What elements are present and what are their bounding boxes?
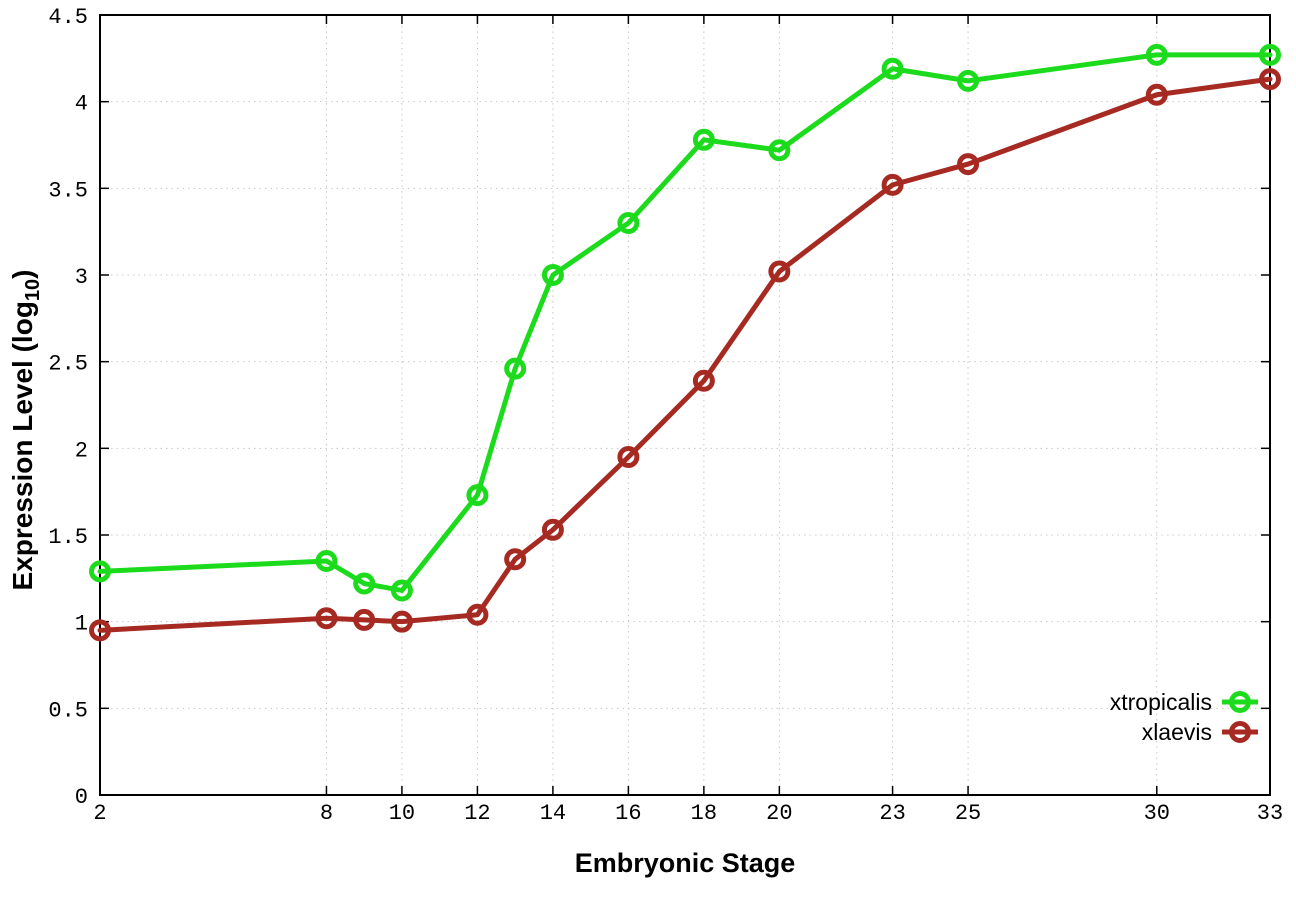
data-point-xlaevis-23 [881, 173, 904, 196]
x-tick-label: 18 [691, 801, 717, 826]
plot-border [99, 14, 1271, 796]
y-tick-label: 2 [75, 438, 88, 463]
series-xtropicalis [89, 43, 1281, 602]
y-tick-label: 3.5 [48, 178, 88, 203]
data-point-xlaevis-33 [1259, 68, 1281, 91]
data-point-xtropicalis-30 [1145, 43, 1168, 66]
y-tick-label: 4.5 [48, 5, 88, 30]
y-tick-label: 3 [75, 265, 88, 290]
data-point-xtropicalis-10 [390, 579, 413, 602]
data-point-xtropicalis-2 [89, 560, 111, 583]
data-point-xlaevis-14 [541, 518, 564, 541]
y-tick-label: 0.5 [48, 698, 88, 723]
data-point-xtropicalis-25 [957, 69, 980, 92]
x-tick-label: 30 [1144, 801, 1170, 826]
data-point-xlaevis-16 [617, 446, 640, 468]
x-tick-label: 23 [879, 801, 905, 826]
x-tick-label: 12 [464, 801, 490, 826]
y-tick-label: 1 [75, 612, 88, 637]
x-tick-label: 10 [389, 801, 415, 826]
data-point-xtropicalis-20 [768, 139, 791, 162]
data-point-xtropicalis-33 [1259, 43, 1281, 66]
y-axis-title: Expression Level (log10) [7, 270, 44, 591]
data-point-xtropicalis-9 [353, 572, 376, 595]
data-point-xlaevis-25 [957, 153, 980, 176]
x-tick-label: 25 [955, 801, 981, 826]
data-point-xlaevis-13 [504, 548, 527, 571]
x-tick-label: 8 [320, 801, 333, 826]
y-tick-label: 2.5 [48, 352, 88, 377]
data-point-xtropicalis-12 [466, 484, 489, 507]
legend-marker-xlaevis [1229, 721, 1251, 743]
data-point-xtropicalis-8 [315, 550, 338, 572]
series-xlaevis [89, 68, 1281, 642]
x-tick-label: 2 [93, 801, 106, 826]
y-tick-label: 1.5 [48, 525, 88, 550]
legend-label-xlaevis: xlaevis [1142, 719, 1212, 745]
x-tick-label: 20 [766, 801, 792, 826]
legend-label-xtropicalis: xtropicalis [1110, 689, 1212, 715]
legend-marker-xtropicalis [1229, 691, 1251, 713]
y-tick-label: 0 [75, 785, 88, 810]
data-point-xtropicalis-18 [692, 128, 715, 151]
data-point-xlaevis-20 [768, 260, 791, 283]
axis-ticks [99, 14, 1271, 796]
y-tick-label: 4 [75, 92, 88, 117]
data-point-xlaevis-8 [315, 607, 338, 630]
data-point-xtropicalis-13 [504, 357, 527, 380]
data-point-xlaevis-9 [353, 608, 376, 631]
data-point-xlaevis-12 [466, 603, 489, 626]
x-tick-label: 14 [540, 801, 566, 826]
data-point-xtropicalis-16 [617, 212, 640, 234]
x-tick-label: 33 [1257, 801, 1283, 826]
data-point-xlaevis-10 [390, 610, 413, 633]
data-point-xtropicalis-14 [541, 264, 564, 286]
x-tick-label: 16 [615, 801, 641, 826]
data-point-xlaevis-2 [89, 619, 111, 642]
data-point-xlaevis-18 [692, 369, 715, 392]
data-point-xlaevis-30 [1145, 83, 1168, 106]
data-point-xtropicalis-23 [881, 57, 904, 80]
x-axis-title: Embryonic Stage [575, 848, 796, 878]
legend: xtropicalis xlaevis [1110, 689, 1258, 745]
